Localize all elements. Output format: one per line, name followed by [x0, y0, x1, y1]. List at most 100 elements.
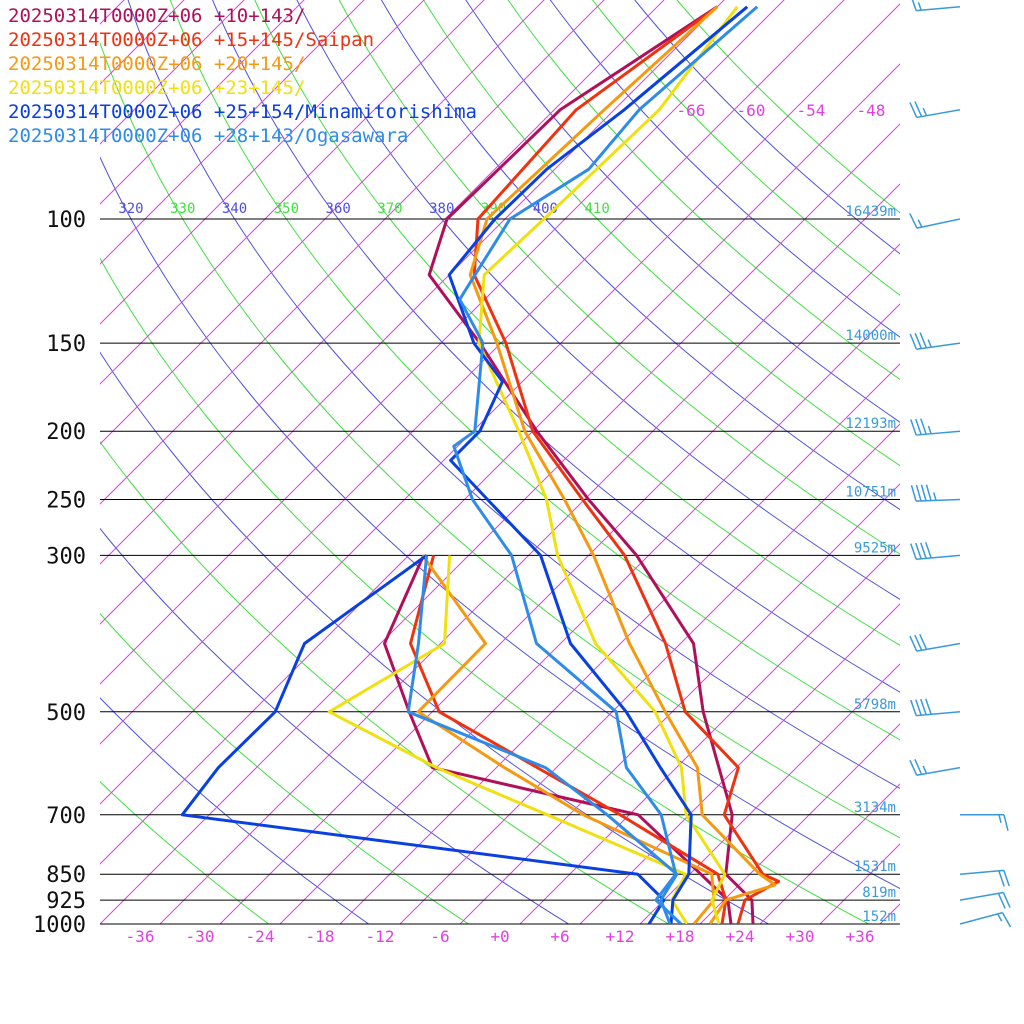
- dry-adiabat-line: [169, 0, 900, 741]
- temperature-trace: [468, 5, 777, 924]
- wind-barb: [909, 332, 961, 351]
- dewpoint-trace: [406, 555, 679, 924]
- dry-adiabat-line: [380, 0, 900, 511]
- dry-adiabat-line: [127, 0, 900, 790]
- pressure-label: 250: [46, 489, 86, 514]
- dewpoint-trace: [409, 555, 728, 924]
- dry-adiabat-line: [100, 697, 370, 924]
- isobars: 100 16439m 150 14000m 200 12193m 250 10751m 300 9…: [33, 204, 900, 938]
- pressure-label: 850: [46, 863, 86, 888]
- dry-adiabat-line: [212, 0, 900, 693]
- isotherm-line: [100, 0, 545, 445]
- wind-barb: [909, 101, 961, 119]
- theta-labels: 320 330 340 350 360 370 380 390 400 410: [118, 201, 609, 217]
- temperature-tick-label: -12: [366, 927, 395, 946]
- isotherm-line: [100, 0, 845, 745]
- wind-barb: [910, 542, 961, 560]
- isotherm-line: [100, 63, 900, 865]
- wind-barb: [909, 759, 961, 776]
- theta-label: 340: [222, 201, 247, 217]
- temperature-tick-label: +24: [726, 927, 755, 946]
- dry-adiabat-line: [100, 41, 900, 839]
- isotherm-line: [819, 843, 900, 924]
- temperature-tick-label: -36: [126, 927, 155, 946]
- temperature-tick-label: -24: [246, 927, 275, 946]
- dry-adiabat-line: [338, 0, 900, 555]
- dry-adiabats: [100, 0, 900, 924]
- isotherm-line: [759, 783, 900, 924]
- dry-adiabat-line: [100, 257, 870, 924]
- isotherm-line: [100, 123, 900, 924]
- temperature-tick-label: +30: [786, 927, 815, 946]
- dry-adiabat-line: [423, 0, 900, 467]
- dry-adiabat-line: [100, 351, 770, 924]
- isotherm-line: [699, 723, 900, 924]
- height-label: 3134m: [854, 800, 896, 816]
- isotherms: [100, 0, 900, 924]
- legend-entry: 20250314T0000Z+06 +15+145/Saipan: [8, 29, 375, 51]
- wind-barb: [909, 633, 961, 652]
- pressure-label: 700: [46, 804, 86, 829]
- theta-label: 380: [429, 201, 454, 217]
- pressure-label: 1000: [33, 913, 86, 938]
- height-label: 12193m: [845, 416, 896, 432]
- theta-label: 370: [377, 201, 402, 217]
- wind-barb: [960, 814, 1009, 831]
- dry-adiabat-line: [549, 0, 900, 338]
- wind-barb: [959, 891, 1011, 909]
- temperature-tick-label: +36: [846, 927, 875, 946]
- upper-temperature-tick-label: -48: [856, 101, 885, 120]
- isotherm-line: [100, 0, 725, 625]
- temperature-tick-label: -6: [430, 927, 449, 946]
- temperature-trace: [477, 5, 739, 924]
- isotherm-line: [339, 363, 900, 924]
- wind-barb: [959, 869, 1010, 887]
- dewpoint-trace: [180, 554, 666, 924]
- legend-entry: 20250314T0000Z+06 +28+143/Ogasawara: [8, 125, 409, 147]
- dry-adiabat-line: [465, 0, 900, 423]
- pressure-label: 925: [46, 889, 86, 914]
- temperature-tick-label: -30: [186, 927, 215, 946]
- temperature-tick-label: +6: [550, 927, 569, 946]
- height-label: 10751m: [845, 485, 896, 501]
- wind-barb: [911, 0, 961, 12]
- isotherm-line: [100, 3, 900, 805]
- wind-barb: [910, 418, 961, 436]
- temperature-trace: [427, 5, 755, 924]
- upper-temperature-tick-label: -60: [736, 101, 765, 120]
- temperature-trace: [447, 5, 749, 924]
- height-label: 16439m: [845, 204, 896, 220]
- sounding-traces: [180, 5, 781, 924]
- wind-barb: [959, 911, 1012, 928]
- dewpoint-trace: [327, 555, 689, 924]
- isotherm-line: [100, 0, 785, 685]
- wind-barb: [909, 213, 961, 229]
- wind-barb: [910, 698, 961, 717]
- pressure-label: 500: [46, 701, 86, 726]
- isotherm-line: [459, 483, 900, 924]
- pressure-label: 100: [46, 208, 86, 233]
- wind-barbs: [909, 0, 1012, 928]
- dry-adiabat-line: [296, 0, 900, 600]
- dry-adiabat-line: [100, 612, 470, 924]
- dewpoint-trace: [383, 554, 733, 924]
- temperature-tick-label: +0: [490, 927, 509, 946]
- legend-entry: 20250314T0000Z+06 +20+145/: [8, 53, 306, 75]
- height-label: 819m: [862, 885, 896, 901]
- temperature-axis: -36 -30 -24 -18 -12 -6 +0 +6 +12 +18 +24 +30 +36 -66 -…: [126, 101, 886, 946]
- isotherm-line: [219, 243, 900, 924]
- isotherm-line: [579, 603, 900, 924]
- temperature-trace: [472, 5, 781, 924]
- height-label: 1531m: [854, 859, 896, 875]
- legend-entry: 20250314T0000Z+06 +23+145/: [8, 77, 306, 99]
- isotherm-line: [399, 423, 900, 924]
- height-label: 9525m: [854, 540, 896, 556]
- legend-entry: 20250314T0000Z+06 +25+154/Minamitorishim…: [8, 101, 477, 123]
- pressure-label: 150: [46, 332, 86, 357]
- legend: 20250314T0000Z+06 +10+143/20250314T0000Z…: [8, 4, 477, 148]
- theta-label: 320: [118, 201, 143, 217]
- isotherm-line: [100, 0, 485, 385]
- pressure-label: 200: [46, 420, 86, 445]
- theta-label: 350: [274, 201, 299, 217]
